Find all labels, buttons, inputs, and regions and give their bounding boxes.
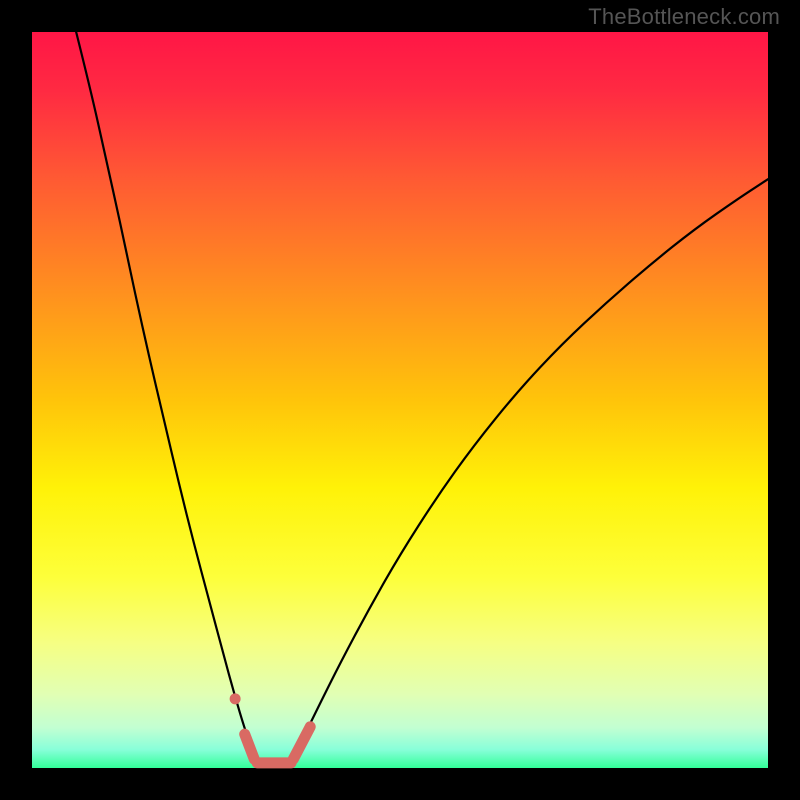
bottleneck-chart xyxy=(0,0,800,800)
watermark-text: TheBottleneck.com xyxy=(588,4,780,30)
chart-container: TheBottleneck.com xyxy=(0,0,800,800)
plot-background xyxy=(32,32,768,768)
